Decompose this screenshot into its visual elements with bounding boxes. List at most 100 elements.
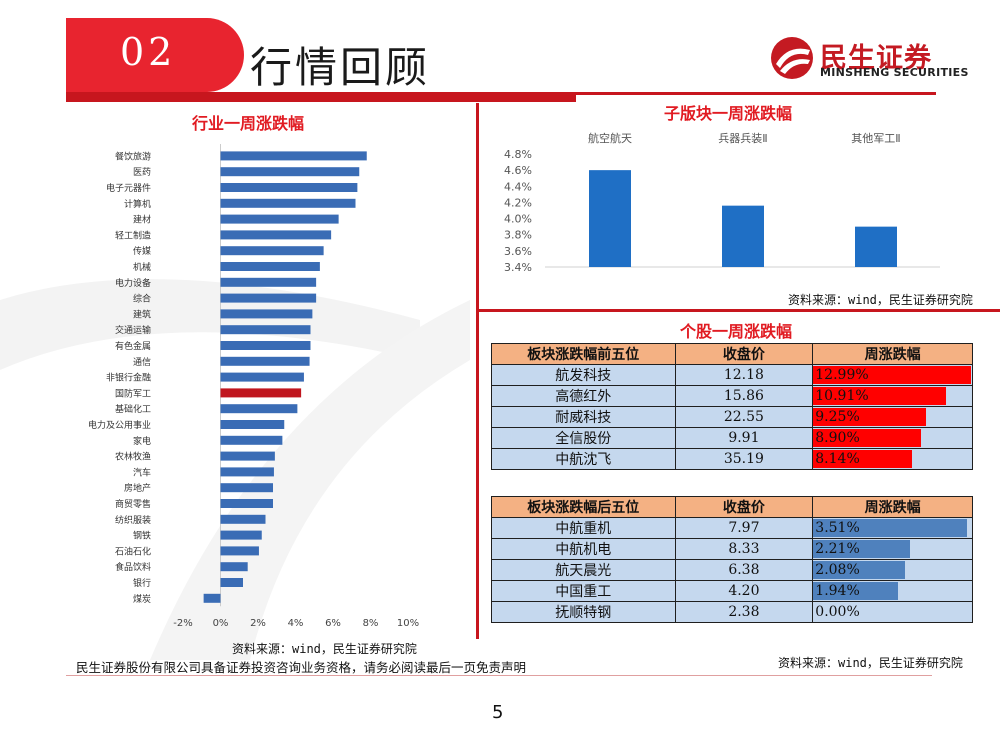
x-tick-label: -2% <box>173 618 192 629</box>
change-value: 3.51% <box>815 520 860 536</box>
stock-name-cell: 耐威科技 <box>491 406 676 428</box>
change-data-bar <box>813 408 926 426</box>
category-label: 建筑 <box>133 308 151 320</box>
category-label: 国防军工 <box>115 387 151 399</box>
close-price-cell: 4.20 <box>674 580 814 602</box>
change-data-bar <box>813 366 972 384</box>
sub-sector-bar <box>855 226 897 267</box>
y-tick-label: 3.4% <box>504 261 532 274</box>
weekly-change-cell: 2.21% <box>812 538 973 560</box>
weekly-change-cell: 8.14% <box>812 448 973 470</box>
x-tick-label: 10% <box>397 618 419 629</box>
category-label: 传媒 <box>133 245 151 257</box>
stock-tables-source: 资料来源：wind，民生证券研究院 <box>778 656 963 670</box>
sub-sector-chart-title: 子版块一周涨跌幅 <box>664 104 793 123</box>
industry-bar-chart: 餐饮旅游医药电子元器件计算机建材轻工制造传媒机械电力设备综合建筑交通运输有色金属… <box>88 144 419 629</box>
table-row: 中航机电 8.33 2.21% <box>491 538 973 560</box>
change-value: 12.99% <box>815 367 869 383</box>
category-label: 轻工制造 <box>115 229 151 241</box>
sub-sector-chart-source: 资料来源：wind，民生证券研究院 <box>788 293 973 307</box>
table-row: 全信股份 9.91 8.90% <box>491 427 973 449</box>
industry-bar <box>220 420 285 429</box>
weekly-change-cell: 12.99% <box>812 364 973 386</box>
x-tick-label: 2% <box>250 618 266 629</box>
industry-bar <box>220 341 311 350</box>
category-label: 其他军工Ⅱ <box>851 132 900 145</box>
stock-name-cell: 全信股份 <box>491 427 676 449</box>
change-value: 2.08% <box>815 562 860 578</box>
industry-bar <box>220 546 259 556</box>
section-number: 02 <box>120 30 177 74</box>
industry-bar <box>220 262 320 271</box>
weekly-change-cell: 9.25% <box>812 406 973 428</box>
category-label: 餐饮旅游 <box>115 150 151 162</box>
footer-disclaimer: 民生证券股份有限公司具备证券投资咨询业务资格，请务必阅读最后一页免责声明 <box>76 660 527 675</box>
category-label: 食品饮料 <box>115 561 151 573</box>
industry-bar <box>220 467 274 477</box>
category-label: 建材 <box>133 214 151 226</box>
change-data-bar <box>813 561 905 579</box>
y-tick-label: 3.6% <box>504 245 532 258</box>
header-divider <box>66 92 936 95</box>
change-value: 1.94% <box>815 583 860 599</box>
industry-bar <box>220 325 311 335</box>
close-price-cell: 6.38 <box>674 559 814 581</box>
category-label: 综合 <box>133 293 151 305</box>
header-cell: 板块涨跌幅后五位 <box>491 496 676 518</box>
table-row: 耐威科技 22.55 9.25% <box>491 406 973 428</box>
stock-name-cell: 中航重机 <box>491 517 676 539</box>
y-tick-label: 4.0% <box>504 213 532 226</box>
industry-bar <box>220 230 332 240</box>
close-price-cell: 22.55 <box>674 406 814 428</box>
change-data-bar <box>813 450 913 468</box>
table-row: 中国重工 4.20 1.94% <box>491 580 973 602</box>
table-row: 航发科技 12.18 12.99% <box>491 364 973 386</box>
industry-bar <box>220 404 298 414</box>
logo-name-cn: 民生证券 <box>820 43 932 74</box>
category-label: 电子元器件 <box>106 182 151 194</box>
x-tick-label: 0% <box>213 618 229 629</box>
weekly-change-cell: 3.51% <box>812 517 973 539</box>
stock-name-cell: 中航机电 <box>491 538 676 560</box>
sub-sector-bar <box>722 205 764 267</box>
industry-bar <box>220 183 358 192</box>
y-tick-label: 4.2% <box>504 196 532 209</box>
footer-divider <box>66 675 932 676</box>
category-label: 银行 <box>133 577 151 589</box>
industry-bar <box>220 578 243 587</box>
industry-bar <box>220 514 266 524</box>
weekly-change-cell: 1.94% <box>812 580 973 602</box>
change-value: 2.21% <box>815 541 860 557</box>
industry-bar <box>220 530 262 540</box>
change-data-bar <box>813 387 946 405</box>
industry-bar <box>220 435 283 445</box>
industry-bar <box>220 451 275 461</box>
table-row: 中航重机 7.97 3.51% <box>491 517 973 539</box>
stock-name-cell: 抚顺特钢 <box>491 601 676 623</box>
bottom-five-table: 板块涨跌幅后五位 收盘价 周涨跌幅 中航重机 7.97 3.51% 中航机电 8.33 2… <box>491 496 973 623</box>
category-label: 石油石化 <box>115 545 151 557</box>
weekly-change-cell: 10.91% <box>812 385 973 407</box>
top-five-table: 板块涨跌幅前五位 收盘价 周涨跌幅 航发科技 12.18 12.99% 高德红外 15.… <box>491 343 973 470</box>
y-tick-label: 4.4% <box>504 180 532 193</box>
category-label: 航空航天 <box>588 131 632 145</box>
change-data-bar <box>813 519 968 537</box>
category-label: 兵器兵装Ⅱ <box>718 132 767 145</box>
industry-bar <box>220 372 304 382</box>
industry-bar <box>220 499 273 508</box>
industry-chart-source: 资料来源：wind，民生证券研究院 <box>232 642 417 656</box>
stock-tables-title: 个股一周涨跌幅 <box>680 322 793 341</box>
panel-divider-horizontal <box>478 309 1000 312</box>
y-tick-label: 3.8% <box>504 229 532 242</box>
sub-sector-bar <box>589 170 631 267</box>
table-header-row: 板块涨跌幅前五位 收盘价 周涨跌幅 <box>491 343 973 365</box>
close-price-cell: 12.18 <box>674 364 814 386</box>
category-label: 计算机 <box>124 198 151 210</box>
industry-bar <box>220 562 248 572</box>
close-price-cell: 15.86 <box>674 385 814 407</box>
header-cell: 收盘价 <box>674 496 814 518</box>
page-number: 5 <box>492 702 504 723</box>
industry-bar <box>220 167 360 177</box>
sub-sector-bar-chart: 3.4% 3.6% 3.8% 4.0% 4.2% 4.4% 4.6% 4.8% 航空航天 兵器兵装… <box>504 131 940 274</box>
y-tick-label: 4.8% <box>504 148 532 161</box>
